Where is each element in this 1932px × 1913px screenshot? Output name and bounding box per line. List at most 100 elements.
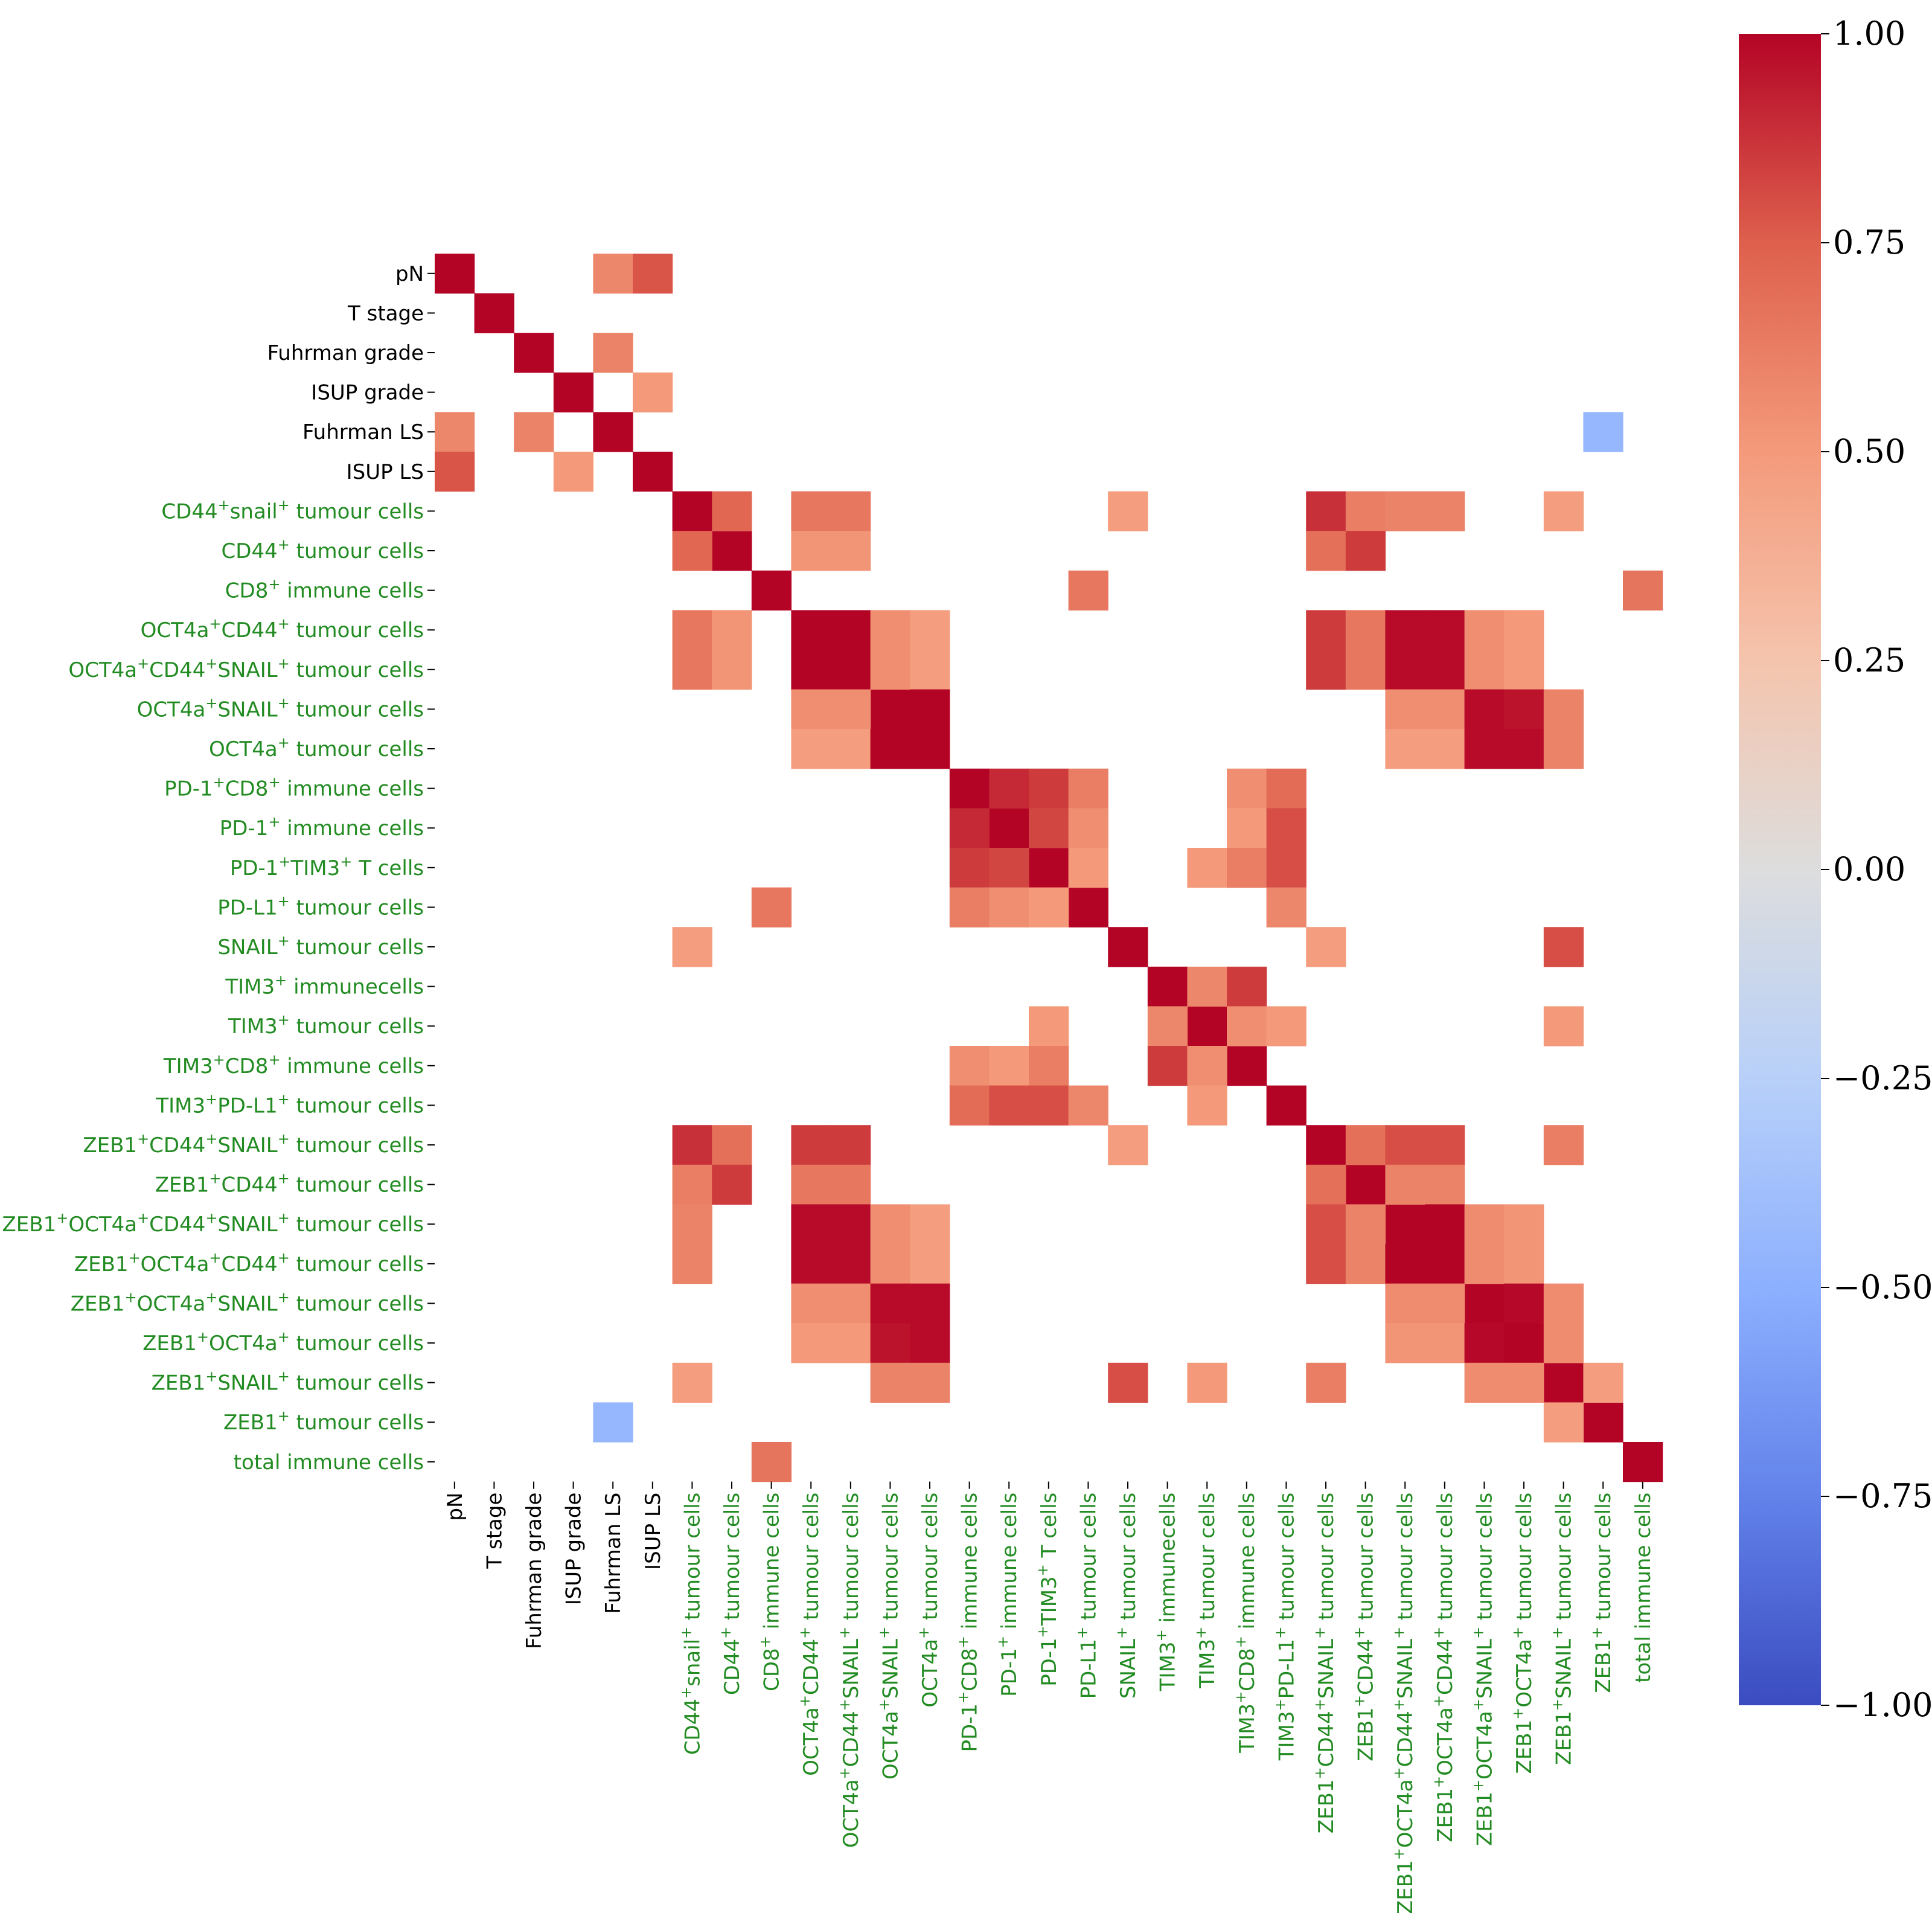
heatmap-cell	[1108, 491, 1148, 531]
heatmap-cell	[949, 808, 990, 848]
heatmap-cell	[1108, 1125, 1148, 1165]
heatmap-cell	[870, 689, 910, 729]
heatmap-cell	[910, 1283, 950, 1324]
heatmap-cell	[1464, 729, 1505, 769]
colorbar	[1739, 34, 1821, 1705]
heatmap-cell	[949, 1046, 990, 1086]
heatmap-cell	[831, 1283, 871, 1324]
heatmap-cell	[831, 1204, 871, 1245]
x-tick-label: ZEB1+​OCT4a+​ tumour cells	[1509, 1493, 1537, 1774]
y-tick-label: TIM3+​CD8+​ immune cells	[163, 1051, 424, 1078]
heatmap-cell	[1464, 1204, 1505, 1245]
heatmap-cell	[1425, 1204, 1465, 1245]
heatmap-cell	[791, 729, 831, 769]
heatmap-cell	[831, 650, 871, 690]
x-tick-label: total immune cells	[1631, 1493, 1655, 1683]
heatmap-cell	[1385, 1125, 1425, 1165]
y-tick-label: OCT4a+​ tumour cells	[209, 734, 424, 761]
heatmap-cell	[1306, 531, 1346, 571]
heatmap-cell	[1266, 768, 1307, 809]
heatmap-cell	[870, 650, 910, 690]
heatmap-cell	[672, 491, 712, 531]
heatmap-cell	[870, 1244, 910, 1284]
y-tick-label: PD-1+​CD8+​ immune cells	[164, 774, 424, 801]
y-tick-label: PD-1+​TIM3+​ T cells	[230, 853, 424, 880]
y-tick-label: ZEB1+​ tumour cells	[223, 1408, 424, 1435]
heatmap-cell	[870, 1323, 910, 1363]
heatmap-cell	[791, 1164, 831, 1205]
heatmap-cell	[1385, 1204, 1425, 1245]
heatmap-cell	[1345, 1204, 1386, 1245]
heatmap-cell	[1187, 966, 1227, 1007]
x-tick-label: CD44+​snail+​ tumour cells	[677, 1493, 705, 1755]
heatmap-cell	[1464, 689, 1505, 729]
heatmap-cell	[1504, 1244, 1544, 1284]
y-tick-label: CD44+​ tumour cells	[222, 536, 424, 563]
x-tick-label: ZEB1+​ tumour cells	[1588, 1493, 1616, 1693]
heatmap-cell	[1425, 491, 1465, 531]
y-tick-label: SNAIL+​ tumour cells	[217, 932, 424, 960]
heatmap-cell	[791, 1244, 831, 1284]
heatmap-cell	[514, 333, 554, 373]
heatmap-cell	[1543, 1006, 1584, 1046]
heatmap-cell	[1504, 1204, 1544, 1245]
heatmap-cell	[712, 610, 752, 650]
heatmap-cell	[791, 610, 831, 650]
heatmap-cell	[1385, 610, 1425, 650]
y-tick-label: ISUP LS	[347, 460, 424, 484]
heatmap-cell	[1425, 1283, 1465, 1324]
heatmap-cell	[1147, 966, 1188, 1007]
heatmap-cell	[1425, 1125, 1465, 1165]
heatmap-cell	[1108, 1362, 1148, 1403]
heatmap-cell	[1029, 1085, 1069, 1126]
x-tick-label: OCT4a+​CD44+​SNAIL+​ tumour cells	[836, 1493, 863, 1848]
heatmap-cell	[751, 1442, 792, 1482]
heatmap-cell	[1345, 650, 1386, 690]
x-tick-label: T stage	[482, 1493, 507, 1569]
heatmap-cell	[1345, 610, 1386, 650]
x-tick-label: CD44+​ tumour cells	[717, 1493, 744, 1695]
heatmap-cell	[1504, 1323, 1544, 1363]
heatmap-cell	[1306, 491, 1346, 531]
heatmap-cell	[1464, 1244, 1505, 1284]
x-tick-label: Fuhrman grade	[522, 1493, 546, 1649]
heatmap-cell	[672, 531, 712, 571]
heatmap-cell	[1068, 887, 1108, 928]
heatmap-cell	[791, 1323, 831, 1363]
heatmap-cell	[593, 1402, 633, 1443]
heatmap-cell	[949, 1085, 990, 1126]
heatmap-cell	[1385, 1244, 1425, 1284]
heatmap-cell	[1583, 412, 1623, 452]
heatmap-cell	[1306, 1164, 1346, 1205]
heatmap-cell	[791, 1283, 831, 1324]
heatmap-cell	[1385, 1323, 1425, 1363]
x-tick-label: ISUP LS	[641, 1493, 665, 1570]
heatmap-cell	[1029, 768, 1069, 809]
heatmap-cell	[1306, 610, 1346, 650]
heatmap-cell	[1385, 689, 1425, 729]
heatmap-cell	[1543, 927, 1584, 967]
heatmap-cell	[989, 1085, 1029, 1126]
heatmap-cell	[1029, 808, 1069, 848]
heatmap-cell	[1543, 729, 1584, 769]
heatmap-cell	[672, 1204, 712, 1245]
heatmap-cell	[1187, 1362, 1227, 1403]
y-tick-label: Fuhrman LS	[302, 420, 424, 444]
heatmap-cell	[1425, 650, 1465, 690]
heatmap-cell	[1029, 848, 1069, 888]
heatmap-cell	[1266, 1006, 1307, 1046]
heatmap-cell	[1227, 768, 1267, 809]
heatmap-cell	[910, 1323, 950, 1363]
x-tick-label: PD-1+​CD8+​ immune cells	[955, 1493, 982, 1752]
x-tick-label: OCT4a+​ tumour cells	[915, 1493, 942, 1708]
y-tick-label: PD-1+​ immune cells	[220, 813, 424, 841]
colorbar-tick-label: 0.50	[1833, 432, 1905, 470]
heatmap-cell	[831, 531, 871, 571]
x-tick-label: TIM3+​PD-L1+​ tumour cells	[1271, 1493, 1299, 1761]
y-tick-label: OCT4a+​CD44+​ tumour cells	[141, 615, 424, 642]
x-tick-label: ZEB1+​CD44+​ tumour cells	[1351, 1493, 1378, 1761]
heatmap-cell	[1425, 610, 1465, 650]
heatmap-cell	[1306, 1204, 1346, 1245]
x-tick-label: PD-1+​ immune cells	[994, 1493, 1022, 1697]
